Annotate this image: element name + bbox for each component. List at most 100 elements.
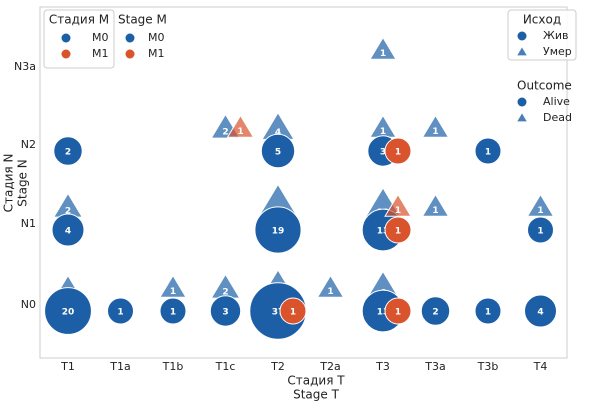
count-label: 19	[272, 227, 285, 237]
count-label: 3	[380, 148, 386, 158]
legend-label: M1	[148, 47, 165, 60]
legend-marker	[61, 49, 71, 59]
alive-marker	[420, 296, 451, 326]
legend-label: M0	[92, 31, 109, 44]
count-label: 4	[65, 227, 71, 237]
count-label: 1	[395, 148, 401, 158]
count-label: 1	[537, 206, 543, 216]
count-label: 1	[432, 127, 438, 137]
count-label: 2	[222, 128, 228, 138]
count-label: 4	[537, 308, 543, 318]
alive-marker	[159, 297, 187, 325]
count-label: 1	[485, 148, 491, 158]
count-label: 1	[432, 206, 438, 216]
count-label: 1	[237, 127, 243, 137]
y-tick-label: N2	[21, 138, 36, 151]
count-label: 1	[395, 308, 401, 318]
dead-marker	[369, 36, 397, 60]
count-label: 1	[290, 308, 296, 318]
count-label: 1	[395, 227, 401, 237]
count-label: 2	[222, 288, 228, 298]
count-label: 2	[432, 308, 438, 318]
count-label: 13	[377, 308, 390, 318]
x-tick-label: T4	[533, 360, 548, 373]
legend-label: M1	[92, 47, 109, 60]
y-tick-label: N3a	[14, 60, 36, 73]
count-label: 5	[275, 148, 281, 158]
x-tick-label: T3b	[477, 360, 499, 373]
alive-marker	[279, 297, 307, 325]
legend-title: Outcome	[517, 79, 572, 93]
legend-marker	[125, 49, 135, 59]
alive-marker	[384, 216, 412, 244]
x-axis-label: Stage T	[293, 388, 339, 402]
legend-marker	[517, 113, 527, 122]
legend-marker	[61, 33, 71, 43]
alive-marker	[107, 297, 134, 325]
legend-label: Dead	[543, 111, 572, 124]
y-axis-label: Стадия N	[2, 154, 16, 213]
plot-frame	[39, 6, 568, 359]
dead-marker	[226, 114, 255, 138]
alive-marker	[209, 295, 242, 327]
dead-marker	[421, 193, 450, 217]
alive-marker	[527, 216, 554, 244]
alive-marker	[44, 287, 92, 335]
legend-label: Жив	[543, 29, 568, 42]
count-label: 1	[170, 287, 176, 297]
dead-marker	[316, 274, 345, 298]
legend-marker	[517, 31, 527, 41]
legend-label: Alive	[543, 95, 570, 108]
alive-marker	[384, 297, 412, 325]
count-label: 1	[170, 308, 176, 318]
alive-marker	[53, 136, 83, 166]
count-label: 1	[395, 206, 401, 216]
legend-title: Стадия M	[49, 13, 109, 27]
x-tick-label: T2	[270, 360, 285, 373]
x-tick-label: T3a	[424, 360, 445, 373]
x-tick-label: T1	[60, 360, 75, 373]
alive-marker	[474, 137, 502, 165]
x-tick-label: T2a	[319, 360, 340, 373]
x-tick-label: T1a	[109, 360, 130, 373]
dead-marker	[526, 193, 555, 217]
count-label: 20	[62, 308, 75, 318]
count-label: 1	[537, 227, 543, 237]
count-label: 1	[380, 49, 386, 59]
count-label: 1	[327, 287, 333, 297]
x-axis-label: Стадия T	[287, 374, 345, 388]
dead-marker	[384, 193, 412, 217]
legend-box	[507, 9, 577, 61]
legend-box	[43, 9, 115, 69]
count-label: 1	[485, 308, 491, 318]
legend-title: Исход	[523, 13, 561, 27]
legend-marker	[517, 47, 527, 56]
alive-marker	[524, 294, 557, 328]
dead-marker	[421, 114, 450, 138]
legend-label: M0	[148, 31, 165, 44]
dead-marker	[159, 274, 187, 298]
count-label: 13	[377, 227, 390, 237]
count-label: 4	[275, 128, 281, 138]
count-label: 37	[272, 308, 285, 318]
legend-marker	[517, 97, 527, 107]
alive-marker	[260, 133, 296, 169]
alive-marker	[51, 213, 85, 247]
count-label: 3	[222, 308, 228, 318]
count-label: 2	[65, 148, 71, 158]
y-axis-label: Stage N	[16, 159, 30, 206]
y-tick-label: N1	[21, 217, 36, 230]
marks: 2112242191111161112420113519373131321114…	[44, 36, 557, 340]
x-tick-label: T3	[375, 360, 390, 373]
alive-marker	[384, 137, 412, 165]
x-tick-label: T1c	[215, 360, 236, 373]
legend-label: Умер	[543, 45, 572, 58]
count-label: 1	[117, 308, 123, 318]
alive-marker	[254, 206, 302, 254]
count-label: 1	[380, 127, 386, 137]
count-label: 2	[65, 207, 71, 217]
x-tick-label: T1b	[162, 360, 184, 373]
legend-marker	[125, 33, 135, 43]
legend-title: Stage M	[118, 13, 167, 27]
